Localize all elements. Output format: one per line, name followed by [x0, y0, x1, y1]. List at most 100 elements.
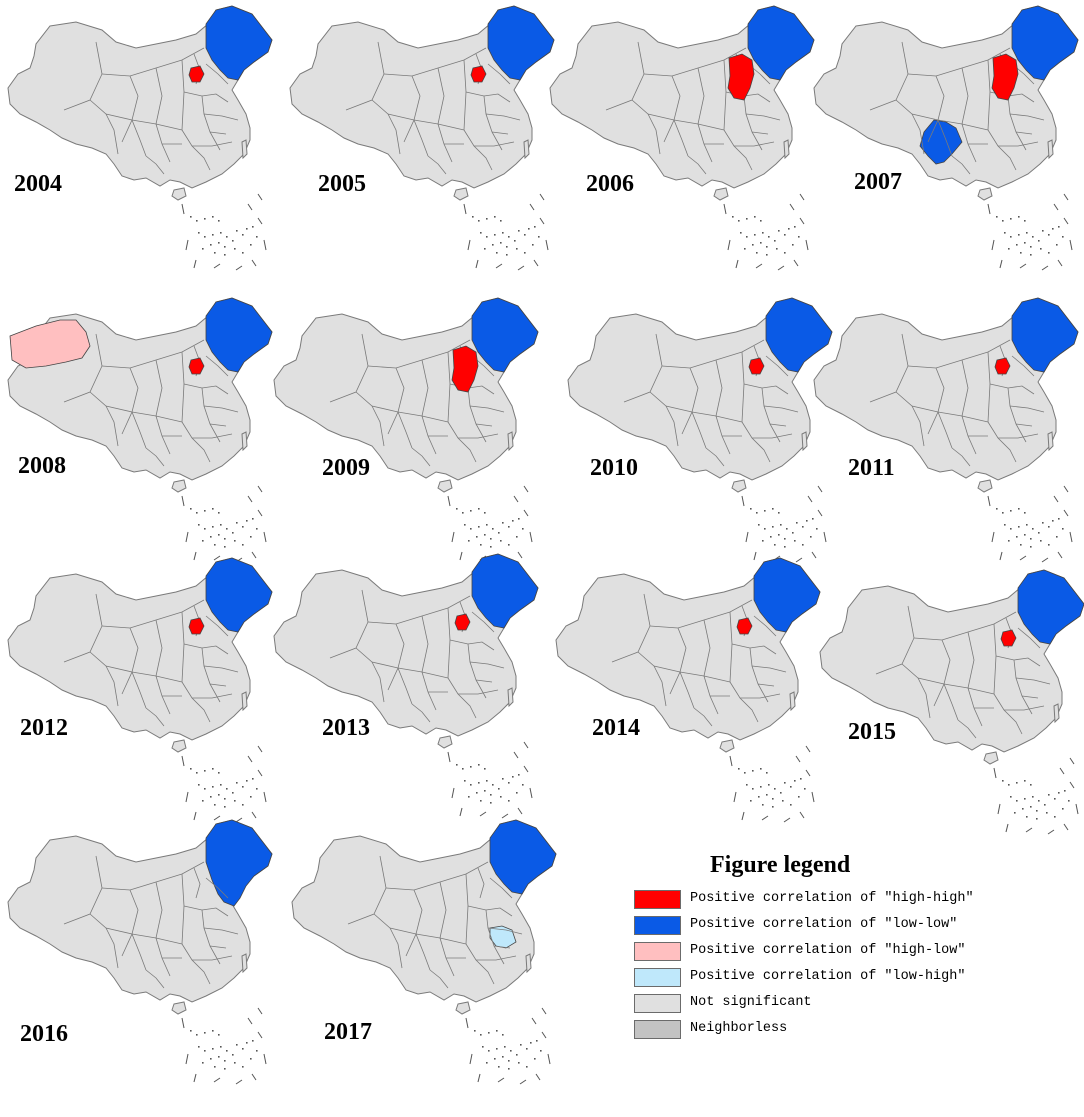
legend-label: Positive correlation of "low-high" — [690, 969, 966, 984]
high-high-region — [748, 357, 765, 375]
south-china-sea-islands — [181, 485, 267, 563]
south-china-sea-islands — [723, 193, 809, 271]
figure-legend: Figure legend Positive correlation of "h… — [634, 852, 994, 1052]
legend-item: Not significant — [634, 994, 994, 1016]
year-label: 2011 — [848, 455, 895, 481]
map-panel — [818, 568, 1084, 836]
map-panel — [6, 818, 274, 1086]
low-low-region — [487, 5, 555, 81]
legend-swatch — [634, 890, 681, 909]
map-panel — [6, 296, 274, 564]
south-china-sea-islands — [987, 193, 1073, 271]
south-china-sea-islands — [463, 193, 549, 271]
map-panel — [566, 296, 834, 564]
legend-title: Figure legend — [710, 852, 851, 878]
low-low-region — [747, 5, 815, 81]
low-low-region — [205, 297, 273, 373]
south-china-sea-islands — [987, 485, 1073, 563]
year-label: 2008 — [18, 453, 66, 479]
map-panel — [6, 4, 274, 272]
year-label: 2013 — [322, 715, 370, 741]
china-map — [813, 297, 1079, 563]
china-map — [813, 5, 1079, 271]
china-map — [7, 557, 273, 823]
year-label: 2016 — [20, 1021, 68, 1047]
china-map — [819, 569, 1084, 835]
low-low-region — [205, 557, 273, 633]
year-label: 2004 — [14, 171, 62, 197]
map-panel — [272, 296, 540, 564]
legend-item: Positive correlation of "low-high" — [634, 968, 994, 990]
year-label: 2015 — [848, 719, 896, 745]
low-low-region — [1011, 5, 1079, 81]
year-label: 2012 — [20, 715, 68, 741]
high-high-region — [727, 53, 755, 101]
low-low-region — [205, 5, 273, 81]
high-high-region — [994, 357, 1011, 375]
legend-label: Neighborless — [690, 1021, 788, 1036]
high-high-region — [736, 617, 753, 635]
map-panel — [548, 4, 816, 272]
legend-swatch — [634, 942, 681, 961]
legend-label: Positive correlation of "high-high" — [690, 891, 974, 906]
china-map — [549, 5, 815, 271]
high-low-region — [9, 319, 91, 369]
map-panel — [554, 556, 822, 824]
map-panel — [290, 818, 558, 1086]
south-china-sea-islands — [181, 1007, 267, 1085]
south-china-sea-islands — [465, 1007, 551, 1085]
year-label: 2005 — [318, 171, 366, 197]
china-map — [567, 297, 833, 563]
legend-label: Positive correlation of "high-low" — [690, 943, 966, 958]
legend-item: Neighborless — [634, 1020, 994, 1042]
high-high-region — [188, 65, 205, 83]
legend-swatch — [634, 968, 681, 987]
china-map — [291, 819, 557, 1085]
low-low-region — [1011, 297, 1079, 373]
high-high-region — [188, 617, 205, 635]
south-china-sea-islands — [729, 745, 815, 823]
low-low-region — [489, 819, 557, 895]
high-high-region — [1000, 629, 1017, 647]
low-low-region — [765, 297, 833, 373]
south-china-sea-islands — [447, 741, 533, 819]
year-label: 2009 — [322, 455, 370, 481]
china-map — [7, 297, 273, 563]
high-high-region — [451, 345, 479, 393]
south-china-sea-islands — [181, 193, 267, 271]
south-china-sea-islands — [993, 757, 1079, 835]
map-panel — [812, 296, 1080, 564]
china-map — [555, 557, 821, 823]
high-high-region — [991, 53, 1019, 101]
low-low-region — [1017, 569, 1084, 645]
map-panel — [6, 556, 274, 824]
map-panel — [288, 4, 556, 272]
china-map — [7, 5, 273, 271]
map-panel — [272, 552, 540, 820]
year-label: 2006 — [586, 171, 634, 197]
year-label: 2010 — [590, 455, 638, 481]
low-low-region — [919, 119, 963, 165]
legend-swatch — [634, 994, 681, 1013]
legend-label: Not significant — [690, 995, 812, 1010]
legend-item: Positive correlation of "high-high" — [634, 890, 994, 912]
china-map — [7, 819, 273, 1085]
south-china-sea-islands — [447, 485, 533, 563]
legend-swatch — [634, 1020, 681, 1039]
legend-swatch — [634, 916, 681, 935]
year-label: 2007 — [854, 169, 902, 195]
legend-item: Positive correlation of "high-low" — [634, 942, 994, 964]
year-label: 2017 — [324, 1019, 372, 1045]
south-china-sea-islands — [741, 485, 827, 563]
china-map — [273, 553, 539, 819]
low-low-region — [471, 553, 539, 629]
china-map — [289, 5, 555, 271]
high-high-region — [188, 357, 205, 375]
china-map — [273, 297, 539, 563]
year-label: 2014 — [592, 715, 640, 741]
low-low-region — [471, 297, 539, 373]
low-low-region — [753, 557, 821, 633]
south-china-sea-islands — [181, 745, 267, 823]
legend-item: Positive correlation of "low-low" — [634, 916, 994, 938]
high-high-region — [470, 65, 487, 83]
